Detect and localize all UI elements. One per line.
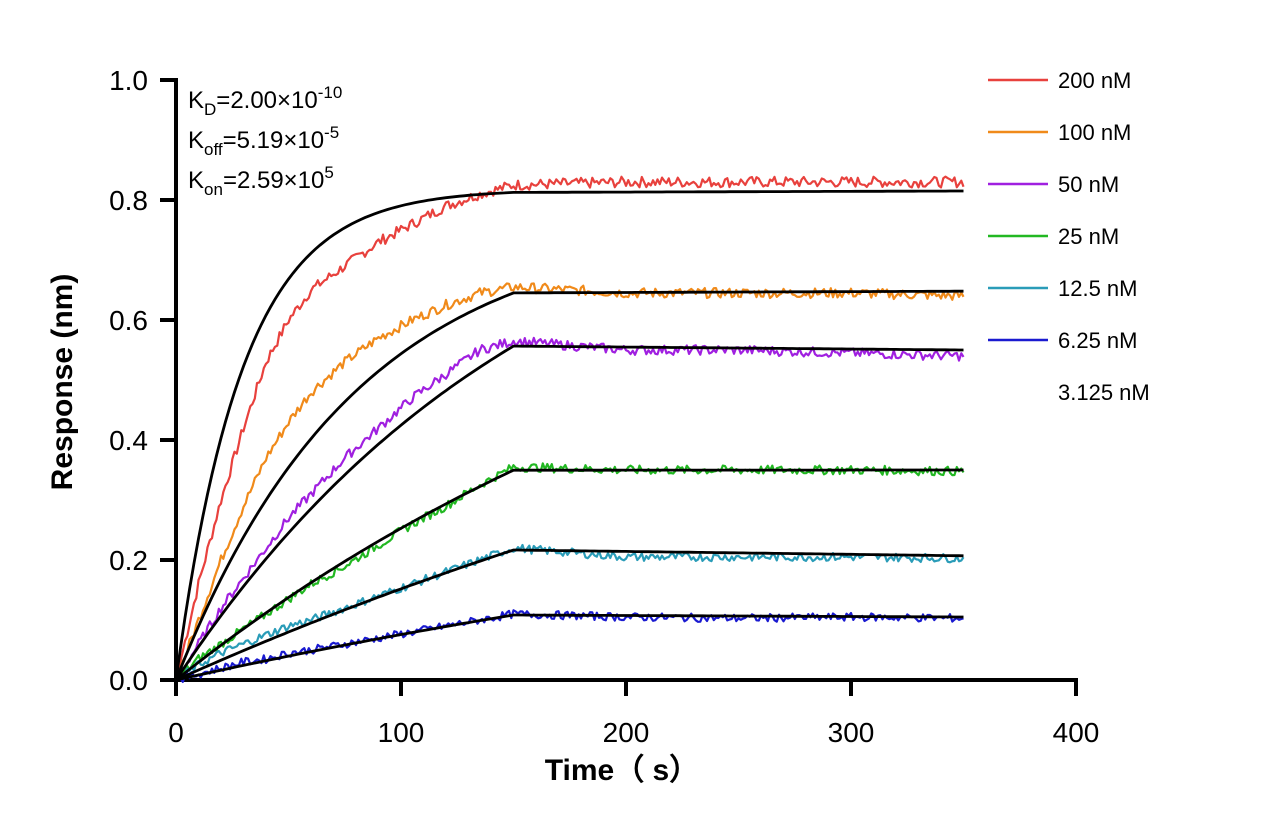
- y-tick-label: 0.4: [109, 425, 148, 456]
- fit-line-0: [174, 189, 964, 681]
- fit-line-4: [175, 548, 964, 682]
- y-tick-label: 0.6: [109, 305, 148, 336]
- axes: 0 100 200 300 400 0.0 0.2 0.4 0.6 0.8 1.0: [109, 65, 1099, 748]
- legend-label: 200 nM: [1058, 68, 1131, 93]
- legend-label: 3.125 nM: [1058, 380, 1150, 405]
- legend-label: 100 nM: [1058, 120, 1131, 145]
- series-line-0: [174, 175, 965, 681]
- x-axis-title: Time（ s）: [545, 753, 700, 787]
- legend-label: 12.5 nM: [1058, 276, 1138, 301]
- fit-line-3: [175, 468, 964, 682]
- x-tick-label: 400: [1053, 717, 1100, 748]
- legend: 200 nM 100 nM 50 nM 25 nM 12.5 nM 6.25 nM 3.12…: [988, 68, 1150, 405]
- fit-line-2: [174, 344, 964, 681]
- y-tick-label: 0.0: [109, 665, 148, 696]
- fit-line-1: [174, 289, 964, 681]
- curves: [174, 175, 965, 683]
- kon-annotation: Kon=2.59×105: [188, 163, 334, 199]
- series-line-3: [175, 462, 965, 681]
- y-tick-label: 1.0: [109, 65, 148, 96]
- y-tick-label: 0.2: [109, 545, 148, 576]
- y-tick-label: 0.8: [109, 185, 148, 216]
- kinetics-annotations: KD=2.00×10-10 Koff=5.19×10-5 Kon=2.59×10…: [188, 83, 342, 199]
- x-tick-label: 200: [603, 717, 650, 748]
- series-line-1: [174, 282, 965, 681]
- fit-curves: [174, 189, 964, 682]
- series-line-5: [175, 609, 964, 683]
- legend-label: 50 nM: [1058, 172, 1119, 197]
- x-tick-label: 300: [828, 717, 875, 748]
- kd-annotation: KD=2.00×10-10: [188, 83, 342, 119]
- y-axis-title: Response (nm): [46, 274, 79, 491]
- koff-annotation: Koff=5.19×10-5: [188, 123, 339, 159]
- legend-label: 25 nM: [1058, 224, 1119, 249]
- x-tick-label: 0: [168, 717, 184, 748]
- legend-label: 6.25 nM: [1058, 328, 1138, 353]
- series-line-4: [175, 543, 965, 681]
- x-tick-label: 100: [378, 717, 425, 748]
- fit-line-5: [175, 613, 964, 682]
